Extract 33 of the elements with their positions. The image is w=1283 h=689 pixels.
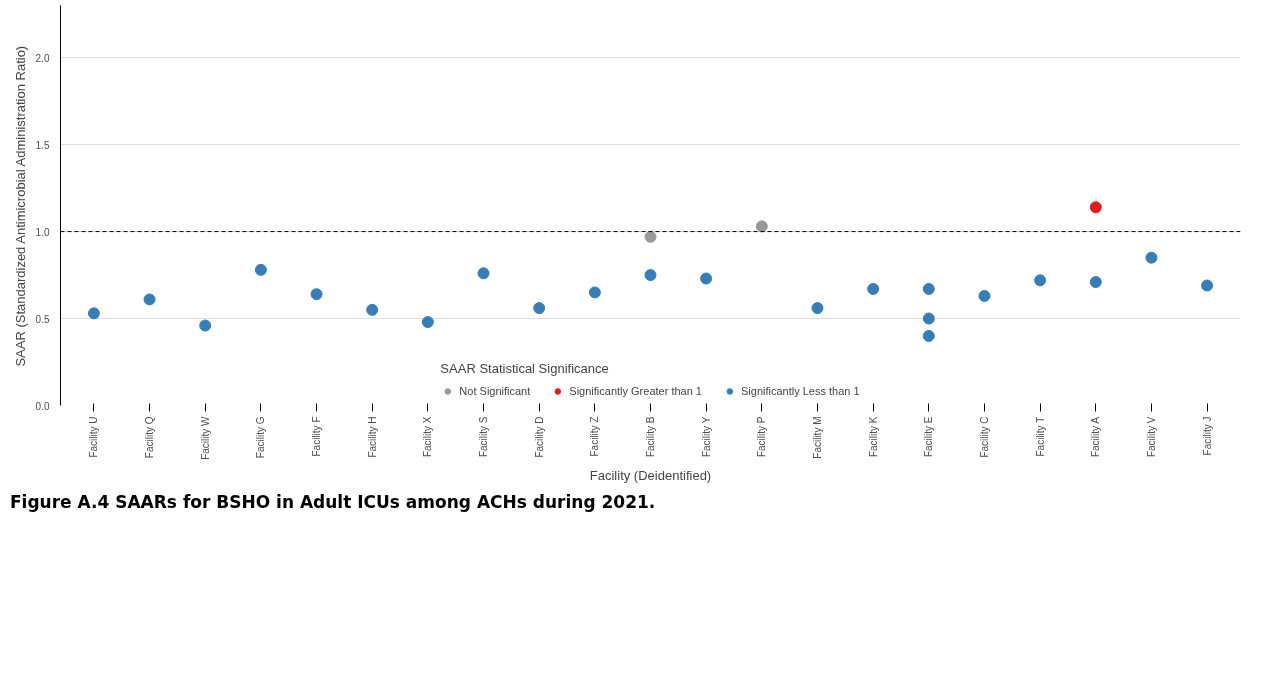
x-tick-label: Facility T [1034, 416, 1046, 457]
legend-label: Not Significant [459, 385, 531, 397]
x-tick-label: Facility D [533, 416, 545, 458]
x-tick-label: Facility G [255, 416, 267, 459]
y-tick-label: 0.0 [35, 400, 50, 412]
legend-label: Significantly Less than 1 [740, 385, 860, 397]
y-tick-label: 1.0 [35, 226, 50, 238]
y-tick-label: 0.5 [35, 313, 50, 325]
x-tick-label: Facility U [88, 416, 100, 458]
y-tick-label: 2.0 [35, 52, 50, 64]
y-tick-label: 1.5 [35, 139, 50, 151]
x-tick-label: Facility A [1090, 416, 1102, 458]
x-tick-label: Facility S [478, 416, 490, 458]
x-tick-label: Facility J [1201, 416, 1213, 456]
x-tick-label: Facility P [756, 416, 768, 458]
x-tick-label: Facility C [978, 416, 990, 458]
x-tick-label: Facility X [422, 416, 434, 458]
legend-title: SAAR Statistical Significance [440, 361, 610, 376]
x-tick-label: Facility M [811, 416, 823, 459]
x-tick-label: Facility Y [700, 416, 712, 458]
x-tick-label: Facility W [199, 415, 211, 460]
x-tick-label: Facility E [923, 416, 935, 458]
x-tick-label: Facility F [311, 416, 323, 457]
x-tick-label: Facility Q [144, 416, 156, 459]
x-axis-title: Facility (Deidentified) [589, 467, 712, 483]
x-tick-label: Facility Z [589, 416, 601, 457]
x-tick-label: Facility B [645, 416, 656, 458]
text: Figure A.4 SAARs for BSHO in Adult ICUs among ACHs during 2021. [10, 491, 656, 514]
legend-label: Significantly Greater than 1 [569, 385, 702, 397]
x-tick-label: Facility H [366, 416, 378, 458]
x-tick-label: Facility V [1145, 416, 1157, 458]
y-axis-title: SAAR (Standardized Antimicrobial Administration Ratio) [12, 45, 28, 367]
x-tick-label: Facility K [867, 416, 879, 458]
